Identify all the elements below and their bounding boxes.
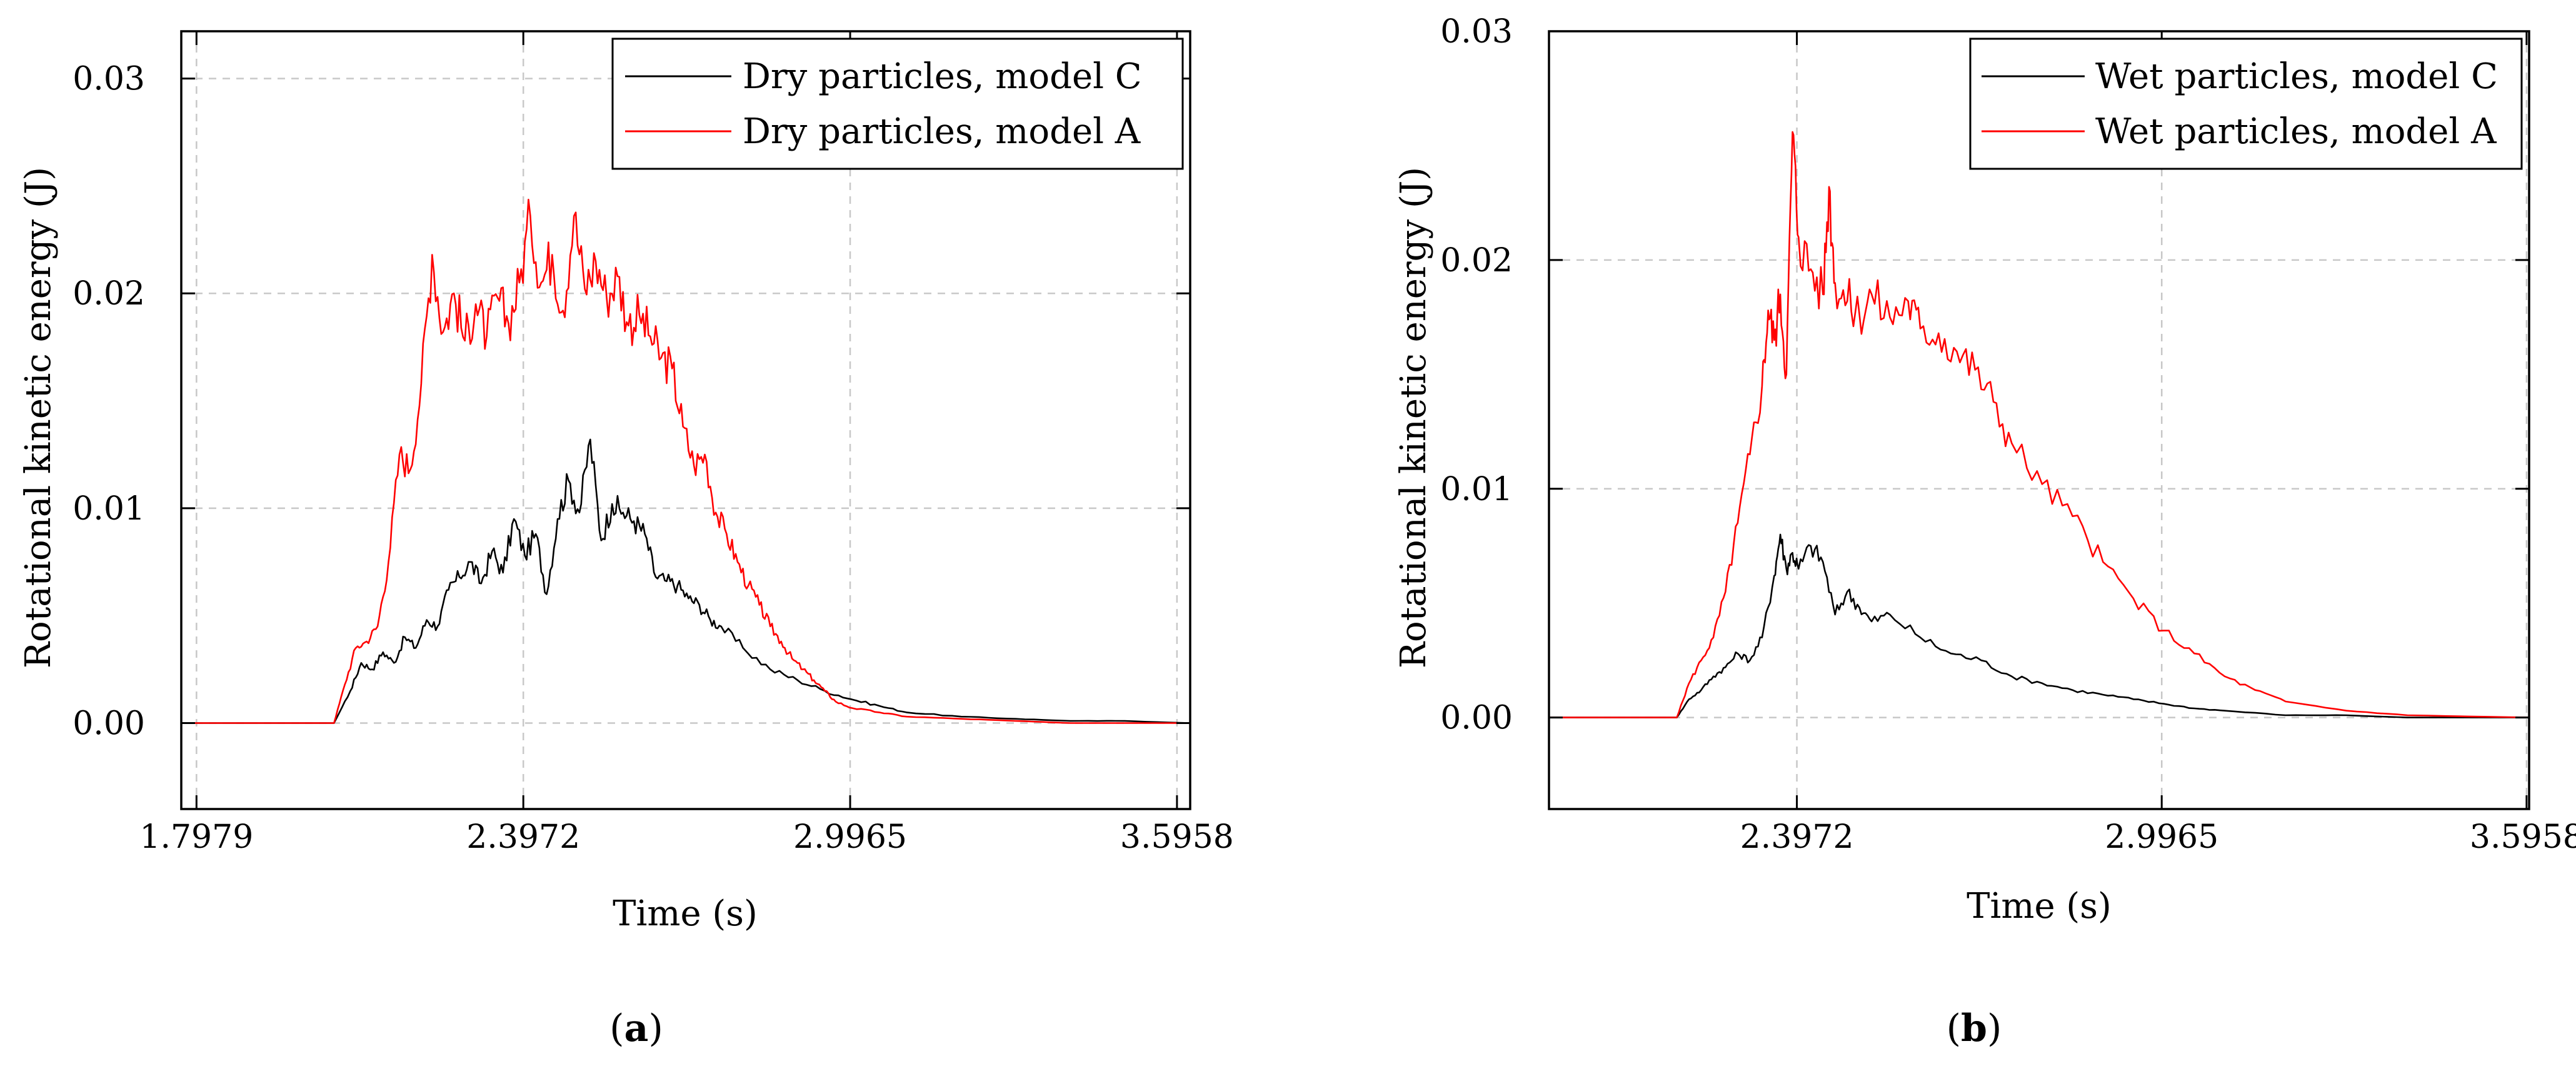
y-tick-label: 0.00 [1440,700,1513,737]
chart-panel-b: 2.3972 2.9965 3.5958 0.00 0.01 0.02 0.03 Time … [1393,13,2576,1050]
x-tick-label: 2.3972 [466,818,580,856]
x-tick-label: 3.5958 [2470,818,2576,856]
ticks-b [1549,30,2529,809]
chart-panel-a: 1.7979 2.3972 2.9965 3.5958 0.00 0.01 0.02 0.03… [18,30,1234,1050]
panel-label-b: (b) [1947,1007,2002,1050]
series-line-model-a [181,198,1190,724]
legend-box [1969,38,2523,170]
x-axis-title-b: Time (s) [1967,886,2112,927]
series-line-model-c [1549,533,2529,718]
x-tick-label: 3.5958 [1120,818,1234,856]
y-tick-label: 0.03 [73,61,145,98]
plot-frame-b [1548,30,2530,810]
y-tick-label: 0.01 [73,490,145,528]
y-tick-label: 0.03 [1440,13,1513,51]
x-tick-label: 2.9965 [2105,818,2218,856]
tick-labels-b: 2.3972 2.9965 3.5958 0.00 0.01 0.02 0.03 [1440,13,2576,856]
x-tick-label: 2.9965 [793,818,907,856]
y-tick-label: 0.01 [1440,471,1513,508]
series-line-model-a [1549,131,2530,718]
legend-label: Dry particles, model A [743,111,1141,152]
panel-letter-a: a [624,1007,649,1050]
plot-frame-a [180,30,1191,810]
series-group-a [181,198,1191,724]
tick-labels-a: 1.7979 2.3972 2.9965 3.5958 0.00 0.01 0.02 0.03 [73,61,1234,856]
x-axis-title-a: Time (s) [613,893,758,934]
x-tick-label: 1.7979 [139,818,253,856]
legend-b: Wet particles, model C Wet particles, mod… [1969,38,2523,170]
y-tick-label: 0.02 [73,275,145,313]
x-tick-label: 2.3972 [1740,818,1854,856]
panel-letter-b: b [1961,1007,1987,1050]
series-group-b [1549,131,2530,718]
y-tick-label: 0.02 [1440,242,1513,279]
legend-a: Dry particles, model C Dry particles, mod… [611,38,1184,170]
y-tick-label: 0.00 [73,705,145,743]
series-line-model-c [181,438,1191,724]
legend-label: Wet particles, model C [2095,56,2498,97]
y-axis-title-b: Rotational kinetic energy (J) [1393,167,1434,668]
legend-label: Dry particles, model C [743,56,1142,97]
legend-box [611,38,1184,170]
legend-label: Wet particles, model A [2095,111,2497,152]
panel-label-a: (a) [609,1007,663,1050]
y-axis-title-a: Rotational kinetic energy (J) [18,167,59,668]
